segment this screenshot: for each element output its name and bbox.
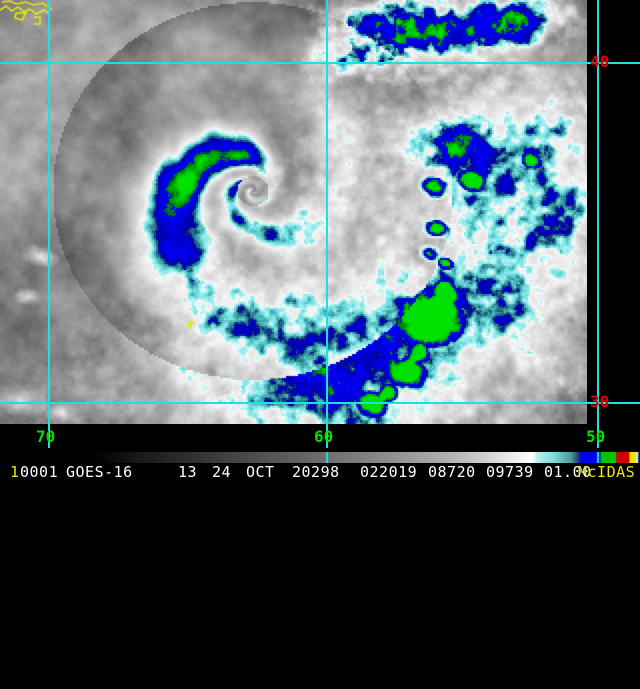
julian-date: 20298 (292, 463, 340, 481)
satellite-image-area[interactable] (0, 0, 587, 424)
image-line: 08720 (428, 463, 476, 481)
infrared-satellite-image[interactable] (0, 0, 587, 424)
image-element: 09739 (486, 463, 534, 481)
enhancement-color-bar[interactable] (86, 452, 640, 463)
software-label: McIDAS (578, 463, 636, 481)
longitude-label-60: 60 (314, 427, 334, 446)
mcidas-image-window: 70 60 50 40 30 1 0001 GOES-16 13 24 OCT … (0, 0, 640, 480)
gridline-longitude-50 (597, 0, 599, 424)
gridline-longitude-50-margin (597, 424, 599, 448)
status-line: 1 0001 GOES-16 13 24 OCT 20298 022019 08… (0, 464, 640, 480)
band-number: 13 (178, 463, 198, 481)
frame-number: 1 (10, 463, 20, 481)
image-time-utc: 022019 (360, 463, 418, 481)
gridline-longitude-70-margin (48, 424, 50, 448)
gridline-latitude-40-margin (587, 62, 640, 64)
latitude-label-40: 40 (590, 52, 610, 71)
longitude-label-50: 50 (586, 427, 606, 446)
image-resolution: 01.00 (544, 463, 592, 481)
month-name: OCT (246, 463, 275, 481)
gridline-latitude-30-margin (587, 402, 640, 404)
satellite-name: GOES-16 (66, 463, 133, 481)
image-id: 0001 (20, 463, 59, 481)
longitude-label-70: 70 (36, 427, 56, 446)
day-of-month: 24 (212, 463, 232, 481)
gridline-longitude-60-margin (326, 424, 328, 448)
latitude-label-30: 30 (590, 392, 610, 411)
